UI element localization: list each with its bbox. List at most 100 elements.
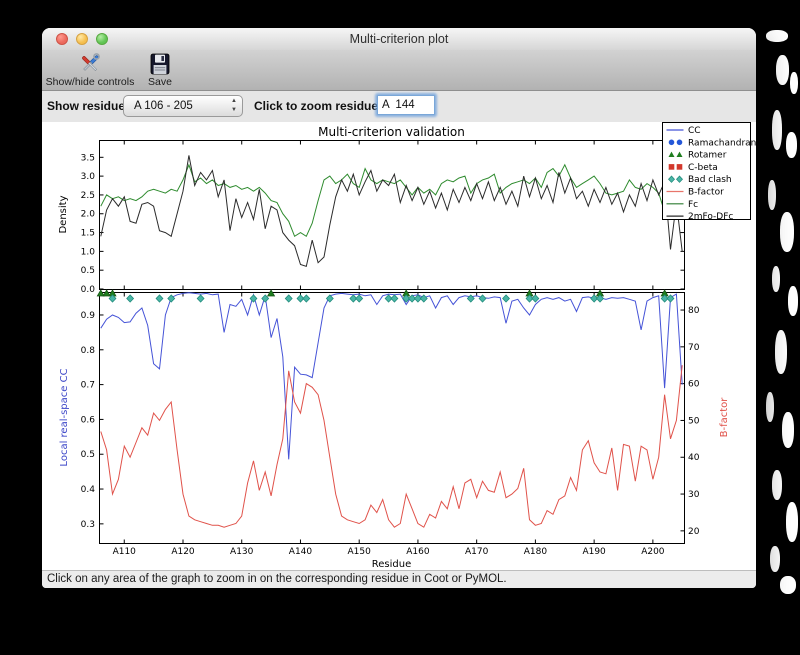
- bad-clash-marker: [261, 294, 270, 303]
- window-title: Multi-criterion plot: [349, 32, 449, 46]
- background-artifact: [766, 392, 774, 422]
- background-artifact: [790, 72, 798, 94]
- multi-criterion-plot-svg[interactable]: Multi-criterion validation A110 A120 A130 A1…: [42, 122, 756, 570]
- bfactor-tick-label: 40: [688, 453, 700, 463]
- bad-clash-marker: [167, 294, 176, 303]
- cc-tick-label: 0.8: [81, 346, 96, 356]
- bad-clash-marker: [126, 294, 135, 303]
- background-artifact: [772, 470, 782, 500]
- background-artifact: [768, 180, 776, 210]
- status-text: Click on any area of the graph to zoom i…: [47, 573, 507, 585]
- bad-clash-marker: [478, 294, 487, 303]
- bad-clash-marker: [349, 294, 358, 303]
- background-artifact: [772, 266, 780, 292]
- bad-clash-marker: [502, 294, 510, 303]
- b-factor-line: [100, 365, 683, 528]
- density-tick-label: 3.0: [81, 172, 96, 182]
- density-tick-label: 0.0: [81, 285, 96, 295]
- bad-clash-marker: [249, 294, 258, 303]
- zoom-window-button[interactable]: [96, 33, 108, 45]
- density-tick-label: 1.5: [81, 229, 95, 239]
- title-bar[interactable]: Multi-criterion plot: [42, 28, 756, 50]
- bad-clash-marker: [419, 294, 428, 303]
- legend-label: Bad clash: [688, 175, 732, 185]
- density-tick-label: 2.5: [81, 191, 95, 201]
- cc-tick-label: 0.6: [81, 415, 96, 425]
- legend-label: Fc: [688, 200, 698, 210]
- 2mfo-dfc-line: [100, 155, 683, 268]
- bad-clash-marker: [325, 294, 334, 303]
- bfactor-tick-label: 50: [688, 416, 700, 426]
- residue-range-value: A 106 - 205: [134, 100, 193, 112]
- legend-label: CC: [688, 126, 701, 136]
- bfactor-tick-label: 70: [688, 343, 700, 353]
- legend-label: Ramachandran: [688, 138, 756, 148]
- x-tick-label: A130: [230, 547, 254, 557]
- zoom-residue-input[interactable]: [377, 95, 435, 115]
- toolbar: Show/hide controls Save: [42, 50, 756, 91]
- bad-clash-marker: [402, 294, 411, 303]
- cc-bfactor-panel-frame: [99, 292, 685, 544]
- bad-clash-marker: [384, 294, 393, 303]
- bad-clash-marker: [355, 294, 364, 303]
- x-tick-label: A110: [113, 547, 137, 557]
- show-hide-controls-button[interactable]: Show/hide controls: [42, 51, 138, 89]
- density-tick-label: 2.0: [81, 210, 96, 220]
- background-artifact: [780, 212, 794, 252]
- background-artifact: [772, 110, 782, 150]
- zoom-residue-label: Click to zoom residue:: [254, 99, 383, 113]
- controls-row: Show residues: A 106 - 205 ▲ ▼ Click to z…: [42, 91, 756, 122]
- cc-tick-label: 0.3: [81, 520, 95, 530]
- bad-clash-marker: [390, 294, 399, 303]
- fc-line: [100, 163, 683, 238]
- background-artifact: [788, 286, 798, 316]
- bad-clash-marker: [196, 294, 205, 303]
- minimize-button[interactable]: [76, 33, 88, 45]
- rotamer-outlier-marker: [266, 289, 276, 297]
- legend-label: Rotamer: [688, 151, 727, 161]
- background-artifact: [775, 330, 787, 374]
- chart-title: Multi-criterion validation: [318, 125, 465, 139]
- bfactor-tick-label: 30: [688, 490, 700, 500]
- app-window: Multi-criterion plot Show/hide controls: [42, 28, 756, 588]
- bad-clash-marker: [108, 294, 117, 303]
- legend: CC Ramachandran Rotamer C-beta Bad clash B-fa…: [662, 122, 756, 222]
- residue-range-select[interactable]: A 106 - 205 ▲ ▼: [123, 95, 243, 117]
- density-tick-label: 3.5: [81, 153, 95, 163]
- background-artifact: [786, 502, 798, 542]
- bad-clash-marker: [408, 294, 417, 303]
- x-tick-label: A140: [289, 547, 313, 557]
- rotamer-outlier-marker: [96, 289, 105, 297]
- bad-clash-marker: [413, 294, 422, 303]
- density-tick-label: 0.5: [81, 266, 95, 276]
- tool-label: Show/hide controls: [45, 76, 135, 88]
- bfactor-tick-label: 80: [688, 306, 700, 316]
- background-artifact: [776, 55, 789, 85]
- bad-clash-marker: [660, 294, 669, 303]
- floppy-disk-icon: [150, 53, 170, 75]
- close-button[interactable]: [56, 33, 68, 45]
- bad-clash-marker: [466, 294, 475, 303]
- tool-label: Save: [148, 76, 172, 88]
- bfactor-axis-label: B-factor: [719, 397, 730, 438]
- cc-tick-label: 0.5: [81, 450, 95, 460]
- legend-label: C-beta: [688, 163, 718, 173]
- cc-axis-label: Local real-space CC: [59, 368, 70, 466]
- bfactor-tick-label: 20: [688, 527, 700, 537]
- cc-tick-label: 0.7: [81, 381, 95, 391]
- bad-clash-marker: [666, 294, 675, 303]
- bad-clash-marker: [596, 294, 604, 303]
- bad-clash-marker: [590, 294, 599, 303]
- status-bar: Click on any area of the graph to zoom i…: [42, 570, 756, 588]
- cc-tick-label: 0.4: [81, 485, 96, 495]
- legend-label: B-factor: [688, 188, 724, 198]
- plot-area[interactable]: Multi-criterion validation A110 A120 A130 A1…: [42, 122, 756, 570]
- background-artifact: [780, 576, 796, 594]
- bad-clash-marker: [155, 294, 164, 303]
- background-artifact: [770, 546, 780, 572]
- show-residues-label: Show residues:: [47, 99, 136, 113]
- x-tick-label: A150: [348, 547, 372, 557]
- x-tick-label: A180: [524, 547, 548, 557]
- stepper-arrows-icon: ▲ ▼: [231, 98, 237, 113]
- save-button[interactable]: Save: [138, 51, 182, 89]
